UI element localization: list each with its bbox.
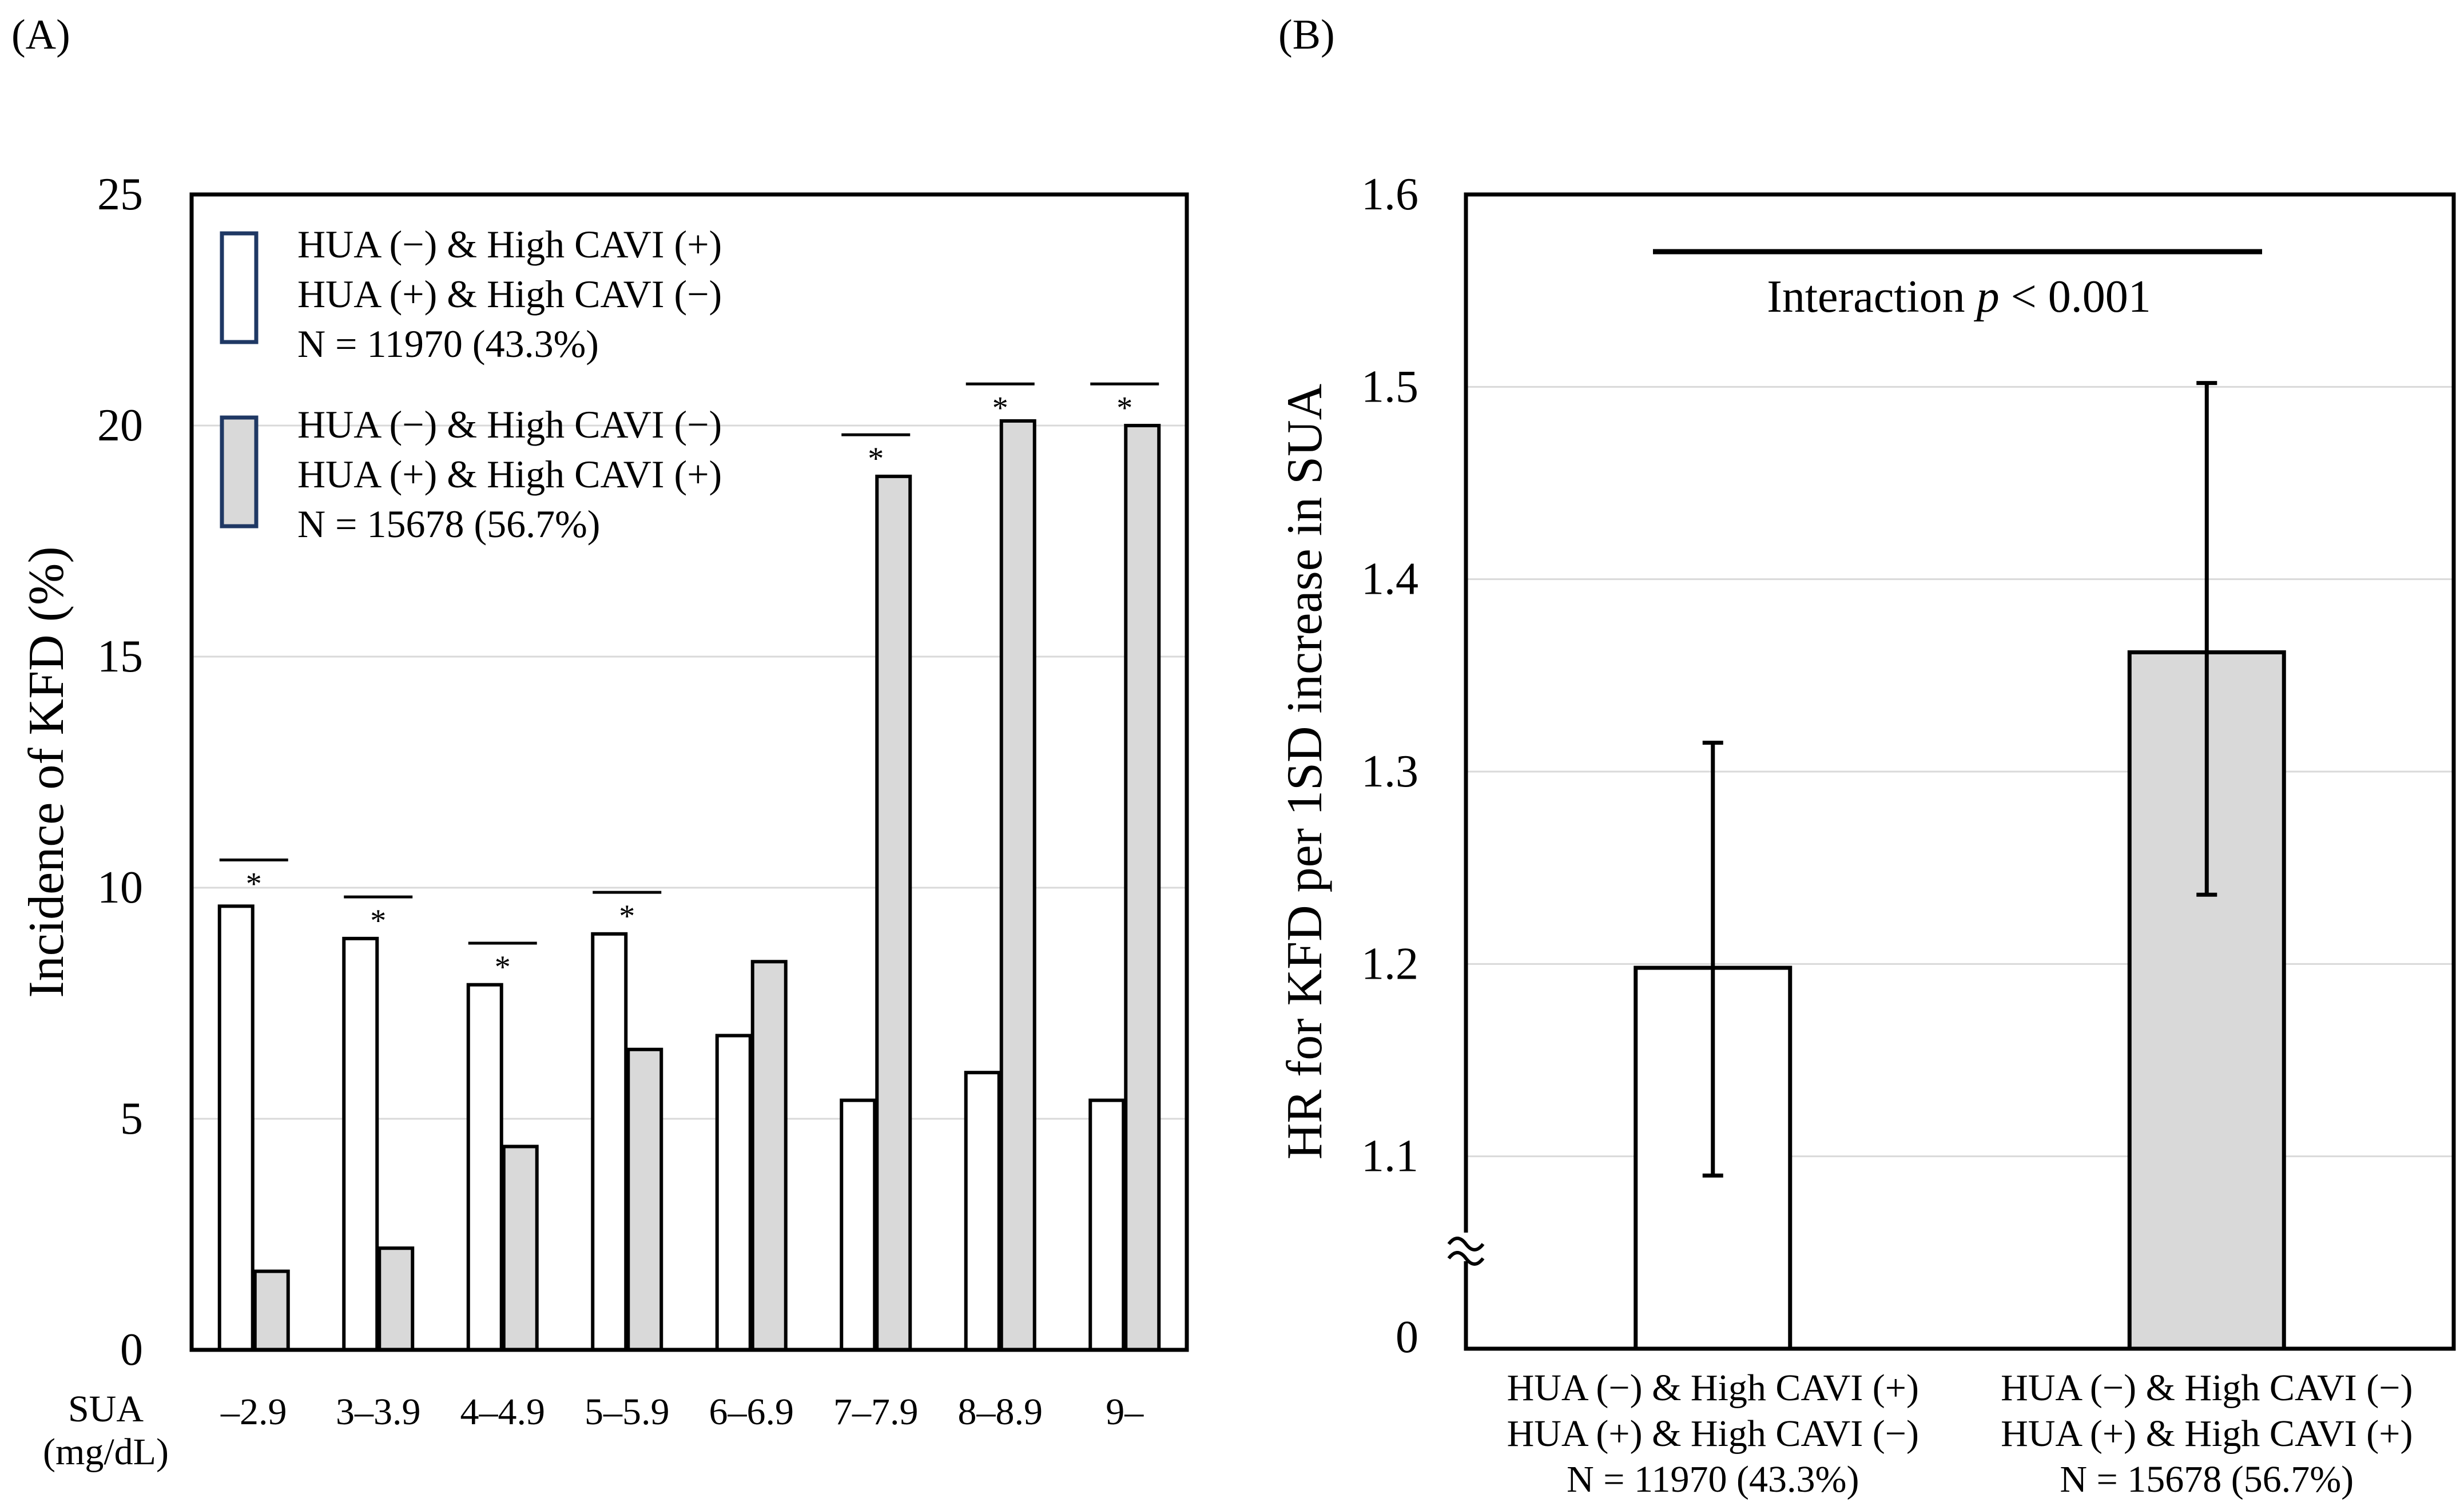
legend-gray-line-1: HUA (−) & High CAVI (−) [297,403,722,446]
bar-white [342,936,379,1352]
bar-white [1088,1098,1126,1352]
legend-white-line-2: HUA (+) & High CAVI (−) [297,272,722,316]
significance-star: * [1116,390,1132,426]
bar-gray [1124,424,1161,1352]
x-tick-label: HUA (−) & High CAVI (+) [1507,1367,1919,1409]
y-tick-label: 1.1 [1361,1131,1418,1182]
panel-a-legend: HUA (−) & High CAVI (+) HUA (+) & High C… [220,222,722,546]
x-tick-label: 3–3.9 [336,1391,421,1433]
y-tick-label: 1.2 [1361,939,1418,989]
significance-star: * [868,441,884,476]
bar-gray [875,474,912,1352]
y-tick-label: 10 [97,863,143,913]
axis-break-wave [1447,1237,1485,1251]
x-tick-label: HUA (+) & High CAVI (−) [1507,1413,1919,1455]
panel-b-bars [1634,650,2286,1351]
significance-star: * [495,949,511,985]
axis-break-marker [1447,1233,1485,1266]
bar-gray [626,1047,663,1352]
x-tick-label: N = 11970 (43.3%) [1567,1459,1859,1500]
bar-white [466,983,503,1352]
y-tick-label: 0 [1396,1312,1418,1362]
y-tick-label: 1.3 [1361,746,1418,797]
bar-gray [502,1145,539,1352]
y-tick-label: 1.4 [1361,554,1418,605]
y-tick-label: 1.5 [1361,361,1418,412]
x-tick-label: HUA (+) & High CAVI (+) [2001,1413,2413,1455]
bar-gray [377,1246,415,1352]
significance-star: * [246,867,262,902]
x-tick-label: HUA (−) & High CAVI (−) [2001,1367,2413,1409]
panel-a-label: (A) [11,11,70,58]
legend-swatch-gray [220,415,259,529]
y-tick-label: 0 [120,1325,143,1375]
panel-b-y-axis-title: HR for KFD per 1SD increase in SUA [1277,384,1333,1159]
panel-a-x-axis-title-line-1: SUA [68,1388,144,1430]
y-tick-label: 25 [97,169,143,220]
significance-star: * [370,903,386,939]
panel-a-plot-frame [189,192,1189,1352]
x-tick-label: 9– [1106,1391,1144,1433]
panel-b-x-tick-labels: HUA (−) & High CAVI (+)HUA (+) & High CA… [1507,1367,2413,1500]
panel-a-x-tick-labels: –2.9 3–3.9 4–4.9 5–5.9 6–6.9 7–7.9 8–8.9 9– [220,1391,1144,1433]
panel-a: (A) * * * * * * * 0 5 10 15 20 25 –2.9 3–3.9 4–4.9 5–5… [11,11,1189,1473]
y-tick-label: 5 [120,1094,143,1144]
y-tick-label: 1.6 [1361,169,1418,220]
x-tick-label: 8–8.9 [958,1391,1043,1433]
bar-gray [750,960,788,1352]
bar-white [840,1098,877,1352]
x-tick-label: 6–6.9 [709,1391,794,1433]
interaction-suffix: < 0.001 [2000,272,2151,322]
x-tick-label: 4–4.9 [460,1391,546,1433]
interaction-prefix: Interaction [1767,272,1976,322]
legend-swatch-white [220,231,259,344]
bar-gray [253,1269,290,1352]
panel-b-label: (B) [1278,11,1335,58]
x-tick-label: 5–5.9 [585,1391,670,1433]
x-tick-label: –2.9 [220,1391,287,1433]
bar-gray [999,419,1036,1352]
panel-b-plot-frame [1464,192,2456,1351]
legend-gray-line-2: HUA (+) & High CAVI (+) [297,452,722,496]
significance-star: * [619,899,635,934]
bar-white [217,904,255,1352]
interaction-p-symbol: p [1974,272,2000,322]
bar-white [964,1071,1001,1352]
panel-b-error-bars [1702,381,2217,1178]
legend-white-line-1: HUA (−) & High CAVI (+) [297,222,722,266]
panel-b-y-tick-labels: 0 1.1 1.2 1.3 1.4 1.5 1.6 [1361,169,1418,1362]
panel-a-bars [217,419,1161,1352]
significance-star: * [992,390,1008,426]
bar-white [715,1034,752,1352]
axis-break-wave [1447,1251,1485,1266]
y-tick-label: 15 [97,631,143,682]
panel-a-significance: * * * * * * * [219,382,1159,985]
x-tick-label: N = 15678 (56.7%) [2060,1459,2354,1500]
x-tick-label: 7–7.9 [833,1391,919,1433]
panel-a-x-axis-title-line-2: (mg/dL) [43,1431,169,1473]
bar-white [591,932,628,1352]
panel-a-y-axis-title: Incidence of KFD (%) [19,546,74,998]
legend-white-line-3: N = 11970 (43.3%) [297,322,599,365]
panel-a-y-tick-labels: 0 5 10 15 20 25 [97,169,143,1375]
y-tick-label: 20 [97,400,143,451]
legend-gray-line-3: N = 15678 (56.7%) [297,502,600,546]
interaction-annotation: Interaction p < 0.001 [1767,272,2151,322]
panel-b: (B) 0 1.1 1.2 1.3 1.4 1.5 1.6 HUA (−) & High C… [1277,11,2456,1500]
panel-b-gridlines [1466,386,2454,1158]
